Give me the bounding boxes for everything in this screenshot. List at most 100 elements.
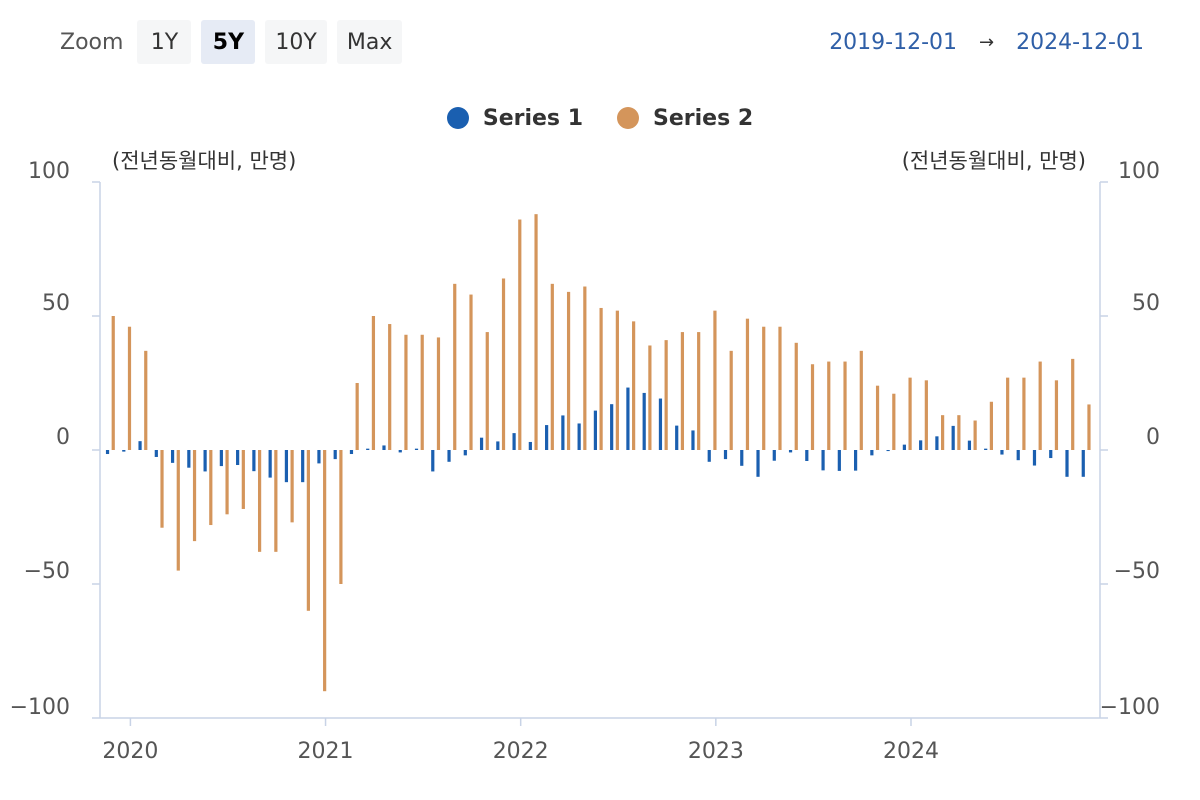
bar-series-2-2020-05 — [192, 450, 197, 542]
bar-series-2-2023-09 — [843, 361, 847, 450]
bar-series-2-2024-03 — [941, 415, 945, 450]
bar-series-2-2020-10 — [274, 450, 278, 552]
legend-marker-series-1 — [446, 107, 469, 129]
bar-series-2-2024-11 — [1071, 358, 1075, 450]
bar-series-2-2020-12 — [306, 450, 310, 611]
bar-series-1-2022-05 — [577, 423, 581, 450]
bar-series-2-2021-09 — [453, 283, 457, 450]
bar-series-1-2020-05 — [187, 450, 191, 468]
bar-series-2-2024-01 — [908, 377, 912, 450]
bar-series-2-2022-03 — [550, 283, 554, 450]
bar-series-2-2023-12 — [892, 393, 896, 450]
left-y-tick-label: 50 — [42, 291, 70, 316]
bar-series-2-2023-04 — [762, 326, 766, 450]
range-to-input[interactable]: 2024-12-01 — [1016, 29, 1144, 55]
bar-series-1-2021-11 — [479, 437, 484, 450]
date-range: 2019-12-01 → 2024-12-01 — [829, 20, 1144, 64]
legend-item-series-1[interactable]: Series 1 — [446, 106, 583, 131]
bar-series-2-2022-01 — [518, 219, 522, 450]
bar-series-1-2021-02 — [333, 450, 337, 460]
zoom-max-button[interactable]: Max — [336, 20, 403, 64]
bar-series-2-2022-06 — [599, 307, 603, 450]
legend-label-series-2: Series 2 — [653, 105, 754, 131]
bar-series-2-2020-08 — [241, 450, 245, 509]
bar-series-2-2024-04 — [957, 415, 961, 450]
bar-series-2-2024-10 — [1054, 380, 1059, 450]
zoom-10y-button[interactable]: 10Y — [265, 20, 327, 64]
range-from-input[interactable]: 2019-12-01 — [829, 29, 958, 55]
bar-series-2-2024-05 — [973, 420, 977, 450]
right-y-tick-label: 100 — [1118, 159, 1160, 184]
bar-series-1-2021-07 — [414, 448, 419, 450]
x-tick-label: 2020 — [102, 739, 158, 764]
bar-series-1-2022-03 — [545, 425, 549, 450]
right-y-tick-label: 0 — [1146, 425, 1160, 450]
zoom-5y-button[interactable]: 5Y — [201, 20, 256, 64]
bar-series-1-2024-05 — [967, 440, 972, 450]
bar-series-1-2024-02 — [919, 440, 923, 450]
bar-series-1-2021-01 — [317, 450, 321, 464]
zoom-bar: Zoom 1Y 5Y 10Y Max — [60, 20, 403, 64]
bar-series-1-2022-08 — [626, 387, 630, 450]
bar-series-1-2022-04 — [561, 415, 565, 450]
right-y-tick-label: 50 — [1132, 291, 1160, 316]
bar-series-1-2023-10 — [853, 450, 858, 471]
bar-series-1-2024-10 — [1049, 450, 1053, 459]
bar-series-1-2023-08 — [821, 450, 825, 471]
bar-series-1-2024-01 — [902, 444, 906, 450]
zoom-1y-button[interactable]: 1Y — [137, 20, 192, 64]
bar-series-2-2020-11 — [290, 450, 294, 523]
bar-series-1-2024-11 — [1065, 450, 1069, 477]
bar-series-1-2021-06 — [398, 450, 402, 453]
bar-series-1-2020-10 — [268, 450, 272, 478]
bar-series-2-2023-08 — [827, 361, 831, 450]
bar-series-2-2022-09 — [648, 345, 652, 450]
legend: Series 1 Series 2 — [0, 100, 1200, 136]
x-tick-label: 2022 — [493, 739, 549, 764]
bar-series-1-2022-01 — [512, 433, 516, 450]
left-y-tick-label: 0 — [56, 425, 70, 450]
bar-series-1-2020-06 — [203, 450, 207, 472]
bar-series-1-2020-11 — [284, 450, 289, 483]
left-y-tick-label: −50 — [24, 559, 70, 584]
bar-series-1-2024-09 — [1032, 450, 1037, 466]
bar-series-2-2022-02 — [534, 214, 538, 450]
bar-series-1-2022-11 — [675, 425, 679, 450]
left-axis-unit-label: (전년동월대비, 만명) — [112, 149, 296, 173]
bar-series-2-2023-02 — [729, 350, 733, 450]
bar-series-1-2022-07 — [610, 404, 614, 450]
bar-series-1-2021-04 — [366, 448, 370, 450]
right-y-tick-label: −50 — [1114, 559, 1160, 584]
right-y-tick-label: −100 — [1100, 695, 1160, 720]
x-tick-label: 2021 — [298, 739, 354, 764]
bar-series-1-2022-12 — [691, 430, 695, 450]
bar-series-2-2022-04 — [566, 291, 571, 450]
bar-series-1-2020-08 — [236, 450, 240, 466]
bar-series-1-2023-09 — [837, 450, 841, 471]
bar-series-1-2023-03 — [740, 450, 744, 466]
bar-series-2-2024-12 — [1087, 404, 1091, 450]
bar-series-1-2024-08 — [1016, 450, 1020, 461]
bar-series-1-2021-10 — [463, 450, 467, 456]
bar-series-1-2023-04 — [756, 450, 760, 477]
bar-series-1-2019-12 — [105, 450, 110, 455]
bar-series-2-2021-06 — [404, 334, 408, 450]
bar-series-1-2022-10 — [658, 398, 663, 450]
bar-series-1-2020-03 — [154, 450, 158, 457]
bar-series-1-2023-02 — [723, 450, 728, 460]
left-y-tick-label: −100 — [10, 695, 70, 720]
bar-series-2-2020-06 — [209, 450, 213, 526]
bar-series-2-2021-03 — [355, 383, 359, 450]
bar-series-2-2020-03 — [160, 450, 164, 528]
legend-marker-series-2 — [617, 107, 639, 129]
bar-series-2-2024-07 — [1006, 377, 1010, 450]
bar-series-2-2020-07 — [225, 450, 229, 515]
bar-series-2-2021-07 — [420, 334, 424, 450]
legend-item-series-2[interactable]: Series 2 — [617, 106, 753, 131]
bar-series-2-2024-09 — [1038, 361, 1042, 450]
bar-series-1-2024-06 — [984, 448, 988, 450]
zoom-label: Zoom — [60, 29, 124, 55]
bar-series-1-2022-06 — [593, 410, 597, 450]
bar-series-2-2021-12 — [501, 278, 506, 450]
left-y-tick-label: 100 — [28, 159, 70, 184]
